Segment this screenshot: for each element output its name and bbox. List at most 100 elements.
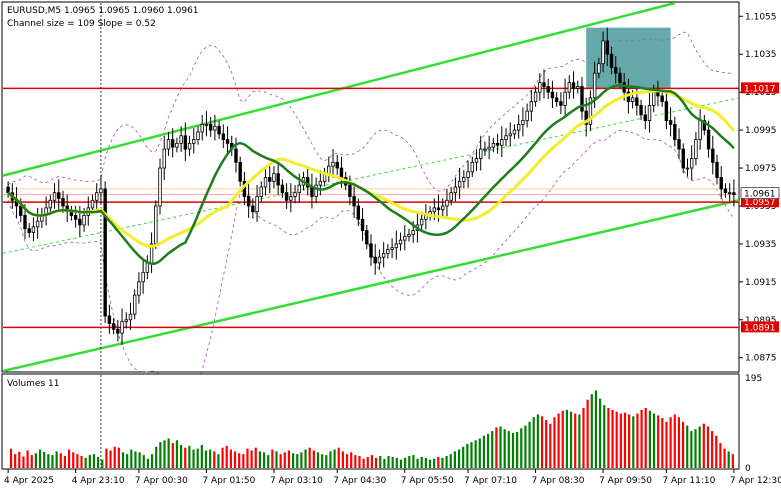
candle-body [352,196,356,207]
time-tick-label: 7 Apr 04:30 [333,476,386,486]
candle-body [639,105,643,116]
candle-body [208,124,213,131]
candle-body [78,218,82,226]
candle-body [457,180,462,188]
volume-plot-area [9,375,734,468]
candle-body [618,72,622,84]
candle-body [533,91,538,103]
time-tick-label: 7 Apr 03:10 [270,476,323,486]
candle-body [124,319,128,323]
candle-body [723,188,728,194]
candle-body [516,124,521,131]
candle-body [280,184,285,194]
candle-body [504,135,508,140]
candle-body [656,91,660,97]
candle-body [614,67,618,74]
time-tick-label: 7 Apr 11:10 [662,476,715,486]
price-tick-label: 1.1035 [745,50,777,60]
candle-body [103,188,107,317]
candle-body [394,243,399,249]
candle-body [217,125,221,135]
candle-body [584,110,588,125]
candle-body [630,97,635,103]
time-tick-label: 7 Apr 12:30 [730,476,781,486]
candle-body [57,192,61,199]
candle-body [483,148,487,151]
candle-body [668,120,673,125]
candle-body [681,148,685,169]
candle-body [576,86,580,89]
candle-body [73,215,78,220]
candle-body [48,199,53,209]
candle-body [521,120,525,125]
candle-body [145,262,150,273]
candle-body [327,165,331,175]
envelope-upper [7,31,734,192]
candle-body [436,207,441,211]
candle-body [116,328,120,334]
candle-body [538,82,542,93]
candle-body [605,40,610,55]
candle-body [276,173,280,186]
candle-body [365,230,369,245]
candle-body [314,184,318,197]
channel-lower-line [2,199,740,373]
level-label-2: 1.0891 [744,323,776,333]
candle-body [525,110,529,122]
time-tick-label: 7 Apr 05:50 [401,476,454,486]
volume-panel-title: Volumes 11 [7,379,59,389]
candle-body [407,234,411,237]
candle-body [495,142,500,146]
level-label-1: 1.0957 [744,198,776,208]
level-label-0-bg [741,82,779,94]
candle-body [554,97,559,103]
candle-body [221,133,226,140]
volume-tick-label: 0 [745,464,751,474]
candle-body [449,192,453,201]
candle-body [470,161,474,173]
candle-body [647,105,652,122]
candle-body [137,281,141,296]
candle-body [727,192,732,195]
current-price-label: 1.0961 [744,190,776,200]
candle-body [61,197,65,207]
candle-body [111,323,116,330]
price-tick-label: 1.1055 [745,12,777,22]
candle-body [550,91,555,99]
candle-body [107,315,112,324]
candle-body [398,239,403,245]
candle-body [487,146,491,150]
candle-body [23,215,27,230]
candle-body [369,243,373,258]
candle-body [31,226,36,233]
candle-body [542,82,546,87]
candle-body [356,205,361,220]
candle-body [732,192,736,195]
time-tick-label: 7 Apr 09:50 [599,476,652,486]
volume-panel: Volumes 11 [1,373,740,470]
candle-body [246,196,251,207]
trade-zone-box [586,27,671,89]
candle-body [158,167,162,207]
candle-body [196,131,200,140]
candle-body [335,161,339,169]
candle-body [643,114,647,122]
price-tick-label: 1.0915 [745,278,777,288]
candle-body [82,215,86,226]
candle-body [225,139,230,144]
price-tick-label: 1.0975 [745,164,777,174]
candle-body [491,142,496,148]
candle-body [90,199,95,209]
candle-body [120,321,124,334]
candle-body [360,218,365,232]
candle-body [175,142,179,148]
candle-body [284,192,289,201]
candle-body [508,133,512,137]
candle-body [289,196,293,201]
candle-body [580,86,584,112]
candle-body [546,86,550,93]
candle-body [154,205,158,245]
price-tick-label: 1.0995 [745,126,777,136]
ma-fast-line [7,83,735,266]
